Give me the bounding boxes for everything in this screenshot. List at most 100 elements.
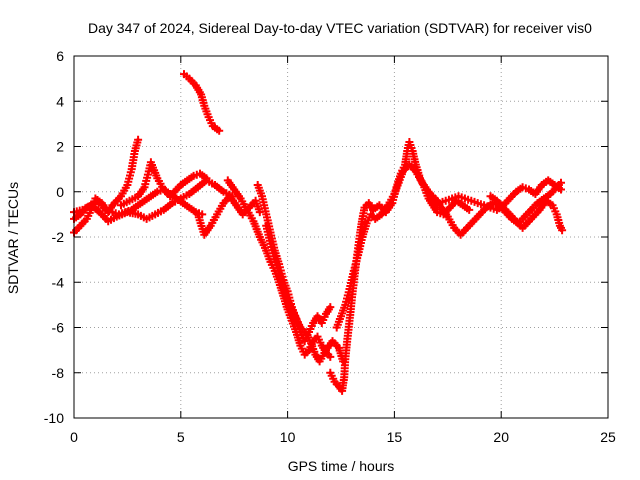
data-point	[377, 203, 382, 207]
data-point	[320, 321, 324, 325]
data-point	[328, 371, 332, 375]
data-point	[535, 201, 540, 205]
data-point	[559, 187, 563, 192]
x-axis-label: GPS time / hours	[288, 458, 395, 474]
data-point	[523, 215, 527, 219]
data-point	[292, 312, 296, 316]
data-point	[426, 190, 431, 194]
data-point	[352, 269, 356, 273]
data-point	[456, 194, 461, 198]
data-point	[360, 217, 364, 221]
data-point	[405, 149, 409, 153]
data-point	[253, 199, 258, 203]
data-point	[264, 248, 268, 253]
data-point	[343, 303, 347, 307]
data-point	[360, 235, 364, 239]
data-point	[162, 187, 166, 192]
data-point	[258, 235, 262, 239]
data-point	[187, 192, 191, 196]
y-tick-label: -2	[52, 229, 65, 245]
data-point	[546, 178, 550, 183]
data-point	[371, 208, 375, 212]
data-point	[125, 183, 129, 187]
x-tick-label: 20	[493, 429, 509, 445]
data-point	[439, 205, 443, 210]
data-point	[318, 359, 322, 364]
data-point	[221, 201, 226, 205]
data-point	[204, 176, 209, 180]
data-point	[179, 183, 183, 187]
data-point	[469, 199, 473, 203]
data-point	[397, 181, 401, 185]
data-point	[179, 196, 183, 201]
data-point	[311, 321, 315, 325]
data-point	[342, 375, 346, 379]
data-point	[174, 187, 179, 192]
data-point	[446, 215, 450, 219]
series-track-e	[180, 70, 224, 135]
data-point	[444, 199, 448, 203]
data-point	[213, 183, 217, 187]
data-point	[514, 190, 518, 194]
data-point	[448, 205, 452, 210]
data-point	[149, 160, 153, 164]
data-point	[153, 212, 157, 216]
data-point	[463, 196, 467, 201]
data-point	[452, 226, 456, 230]
data-point	[548, 192, 552, 196]
data-point	[520, 226, 525, 230]
data-point	[508, 196, 512, 201]
data-point	[85, 217, 89, 221]
data-point	[407, 140, 411, 144]
data-point	[553, 183, 557, 187]
data-point	[281, 285, 285, 289]
y-tick-label: 4	[56, 93, 64, 109]
data-point	[320, 344, 324, 348]
data-point	[239, 196, 243, 201]
data-point	[196, 212, 200, 216]
data-point	[100, 203, 104, 207]
data-point	[245, 208, 249, 212]
data-point	[328, 355, 332, 359]
data-point	[414, 163, 418, 167]
axis-ticks: 0 5 10 15 20 25 -10 -8 -6 -4 -2 0 2 4 6	[44, 48, 616, 445]
data-point	[130, 167, 134, 171]
data-point	[303, 353, 307, 357]
data-point	[147, 169, 151, 173]
data-point	[264, 212, 268, 216]
data-point	[155, 176, 159, 180]
y-tick-label: -8	[52, 365, 65, 381]
data-point	[347, 287, 352, 291]
data-point	[558, 224, 562, 228]
data-point	[491, 201, 495, 205]
data-point	[478, 212, 482, 216]
data-point	[482, 203, 486, 207]
data-point	[407, 163, 411, 167]
data-point	[106, 219, 110, 223]
data-point	[136, 138, 140, 142]
data-point	[315, 334, 320, 339]
data-point	[256, 183, 260, 187]
data-point	[356, 253, 360, 257]
y-tick-label: 0	[56, 184, 64, 200]
data-point	[339, 314, 343, 318]
data-point	[136, 194, 140, 198]
data-point	[459, 233, 463, 237]
data-point	[347, 319, 352, 323]
data-point	[337, 384, 341, 388]
data-point	[298, 344, 303, 348]
data-point	[350, 298, 354, 302]
data-point	[527, 187, 531, 192]
data-point	[115, 215, 119, 219]
data-point	[330, 339, 335, 343]
data-point	[298, 325, 303, 330]
data-point	[465, 226, 469, 230]
data-point	[476, 201, 480, 205]
data-point	[529, 208, 533, 212]
data-point	[414, 169, 418, 173]
data-point	[313, 353, 317, 357]
data-point	[211, 124, 215, 128]
data-point	[488, 194, 493, 198]
data-point	[525, 221, 529, 226]
